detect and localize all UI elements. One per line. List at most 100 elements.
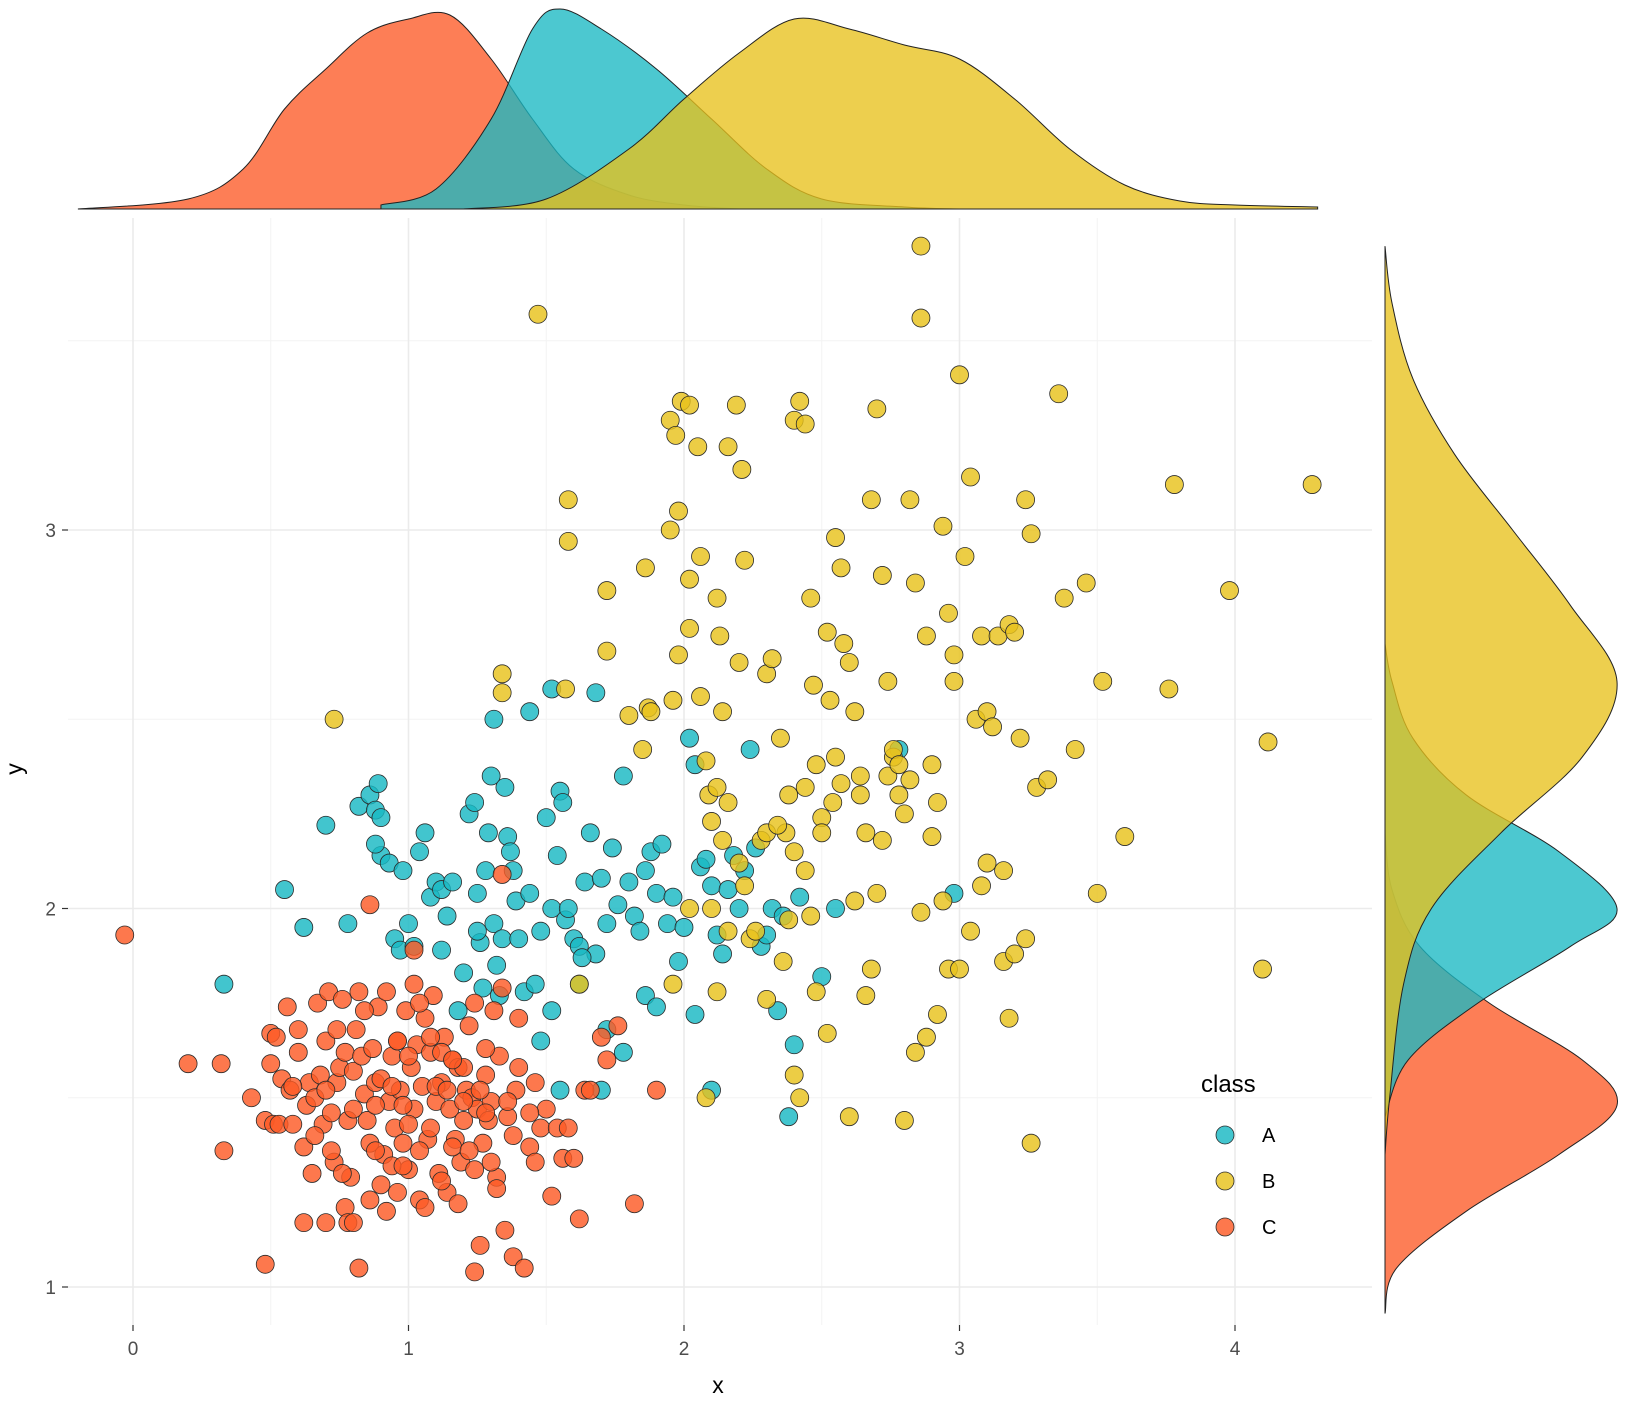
point-B bbox=[922, 755, 942, 775]
point-B bbox=[1016, 929, 1036, 949]
point-B bbox=[839, 653, 859, 672]
point-A bbox=[647, 997, 666, 1017]
point-A bbox=[790, 887, 810, 907]
y-tick-label: 2 bbox=[45, 900, 56, 921]
top-marginal-density bbox=[77, 8, 1319, 210]
point-B bbox=[569, 974, 589, 994]
point-C bbox=[421, 1027, 440, 1047]
point-A bbox=[366, 834, 385, 854]
point-A bbox=[740, 740, 760, 759]
point-B bbox=[492, 664, 512, 684]
x-axis-title: x bbox=[712, 1372, 724, 1398]
point-A bbox=[454, 963, 474, 983]
point-C bbox=[465, 1160, 485, 1180]
point-B bbox=[669, 645, 688, 665]
point-C bbox=[421, 1118, 440, 1138]
point-B bbox=[660, 520, 680, 540]
point-A bbox=[476, 861, 496, 881]
legend-key-A bbox=[1215, 1125, 1235, 1145]
point-B bbox=[726, 395, 746, 415]
point-B bbox=[773, 952, 793, 971]
point-B bbox=[861, 490, 881, 510]
point-B bbox=[795, 861, 815, 881]
point-C bbox=[261, 1054, 281, 1074]
x-tick-label: 1 bbox=[403, 1339, 414, 1360]
point-C bbox=[509, 1058, 529, 1077]
point-B bbox=[492, 683, 512, 703]
point-B bbox=[804, 675, 823, 695]
point-B bbox=[779, 785, 799, 805]
point-C bbox=[520, 1103, 540, 1123]
point-A bbox=[696, 849, 716, 869]
point-A bbox=[443, 872, 462, 892]
point-C bbox=[393, 1156, 413, 1176]
point-C bbox=[498, 1092, 518, 1111]
point-B bbox=[1038, 770, 1058, 790]
point-C bbox=[443, 1050, 462, 1070]
point-A bbox=[415, 823, 435, 843]
point-A bbox=[685, 1005, 705, 1024]
point-B bbox=[633, 740, 653, 759]
point-C bbox=[393, 1095, 413, 1115]
point-C bbox=[335, 1042, 355, 1062]
point-A bbox=[542, 1001, 562, 1021]
point-A bbox=[553, 793, 573, 812]
point-C bbox=[454, 1111, 474, 1130]
point-C bbox=[531, 1118, 551, 1138]
point-A bbox=[630, 921, 650, 941]
point-B bbox=[680, 619, 699, 638]
point-B bbox=[1021, 524, 1041, 544]
point-B bbox=[729, 853, 749, 873]
point-B bbox=[917, 626, 936, 646]
x-tick-label: 3 bbox=[954, 1339, 965, 1360]
point-B bbox=[999, 1008, 1019, 1028]
point-B bbox=[710, 626, 730, 646]
point-A bbox=[663, 887, 683, 907]
point-C bbox=[476, 1039, 496, 1058]
point-A bbox=[550, 1080, 570, 1100]
point-B bbox=[806, 982, 826, 1002]
legend-label-B: B bbox=[1262, 1171, 1275, 1193]
point-B bbox=[691, 687, 710, 706]
point-B bbox=[619, 706, 639, 725]
point-C bbox=[288, 1020, 308, 1040]
point-B bbox=[558, 531, 578, 551]
point-B bbox=[597, 641, 617, 661]
point-C bbox=[503, 1247, 523, 1267]
point-C bbox=[360, 895, 380, 915]
point-C bbox=[388, 1031, 407, 1051]
legend-key-C bbox=[1215, 1217, 1235, 1237]
point-C bbox=[321, 1103, 341, 1123]
point-A bbox=[371, 808, 391, 828]
point-A bbox=[275, 880, 294, 899]
point-A bbox=[437, 906, 457, 926]
point-C bbox=[332, 989, 352, 1009]
point-B bbox=[1302, 475, 1322, 494]
point-A bbox=[520, 702, 540, 722]
point-C bbox=[366, 1095, 385, 1115]
point-B bbox=[558, 490, 578, 510]
point-A bbox=[467, 921, 487, 941]
point-B bbox=[1010, 728, 1030, 748]
point-C bbox=[597, 1050, 617, 1070]
y-tick-label: 1 bbox=[45, 1278, 56, 1299]
point-C bbox=[377, 982, 396, 1002]
y-axis-title: y bbox=[1, 763, 27, 775]
point-B bbox=[663, 974, 683, 994]
point-B bbox=[834, 634, 854, 653]
series-A bbox=[214, 679, 964, 1127]
point-A bbox=[826, 899, 845, 918]
point-C bbox=[465, 993, 485, 1013]
point-B bbox=[636, 558, 655, 578]
point-A bbox=[478, 823, 498, 843]
point-B bbox=[856, 823, 876, 843]
point-B bbox=[1005, 622, 1024, 642]
point-C bbox=[514, 1258, 534, 1278]
point-C bbox=[346, 1020, 366, 1040]
point-C bbox=[294, 1213, 314, 1233]
point-B bbox=[762, 649, 782, 669]
point-C bbox=[437, 1080, 457, 1100]
point-B bbox=[872, 830, 892, 850]
point-B bbox=[911, 902, 931, 922]
point-C bbox=[525, 1152, 545, 1172]
